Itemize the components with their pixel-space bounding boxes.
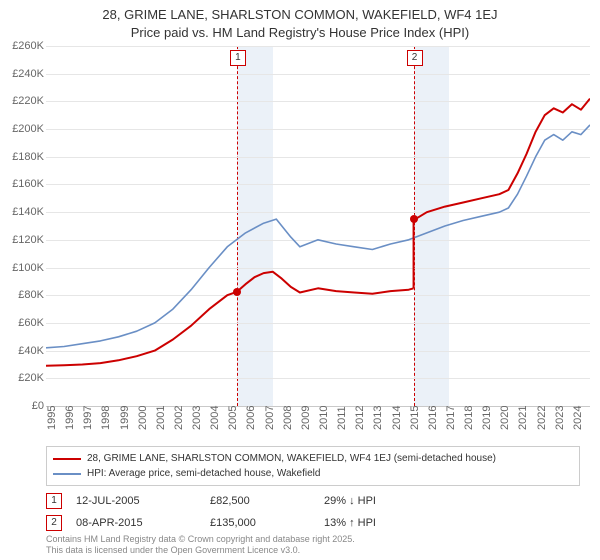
y-tick-label: £200K	[2, 123, 44, 135]
legend-item: HPI: Average price, semi-detached house,…	[53, 466, 573, 481]
title-line-2: Price paid vs. HM Land Registry's House …	[0, 24, 600, 42]
legend-swatch	[53, 458, 81, 460]
sale-row: 1 12-JUL-2005 £82,500 29% ↓ HPI	[46, 490, 580, 512]
footer-line-2: This data is licensed under the Open Gov…	[46, 545, 355, 556]
sale-marker-chart: 1	[230, 50, 246, 66]
sale-date: 08-APR-2015	[76, 517, 196, 529]
sale-point	[233, 288, 241, 296]
sale-marker: 1	[46, 493, 62, 509]
sale-marker: 2	[46, 515, 62, 531]
chart-title: 28, GRIME LANE, SHARLSTON COMMON, WAKEFI…	[0, 0, 600, 41]
footer: Contains HM Land Registry data © Crown c…	[46, 534, 355, 557]
sale-date: 12-JUL-2005	[76, 495, 196, 507]
title-line-1: 28, GRIME LANE, SHARLSTON COMMON, WAKEFI…	[0, 6, 600, 24]
y-tick-label: £140K	[2, 206, 44, 218]
y-tick-label: £180K	[2, 151, 44, 163]
sale-point	[410, 215, 418, 223]
sale-marker-chart: 2	[407, 50, 423, 66]
plot-area: 12	[46, 46, 590, 407]
footer-line-1: Contains HM Land Registry data © Crown c…	[46, 534, 355, 545]
y-tick-label: £160K	[2, 178, 44, 190]
chart-lines	[46, 46, 590, 406]
sale-price: £82,500	[210, 495, 310, 507]
sale-price: £135,000	[210, 517, 310, 529]
sale-row: 2 08-APR-2015 £135,000 13% ↑ HPI	[46, 512, 580, 534]
price-chart: 28, GRIME LANE, SHARLSTON COMMON, WAKEFI…	[0, 0, 600, 560]
y-tick-label: £260K	[2, 40, 44, 52]
y-tick-label: £240K	[2, 68, 44, 80]
y-tick-label: £60K	[2, 317, 44, 329]
legend-label: 28, GRIME LANE, SHARLSTON COMMON, WAKEFI…	[87, 451, 496, 466]
y-tick-label: £80K	[2, 289, 44, 301]
legend-swatch	[53, 473, 81, 475]
y-tick-label: £220K	[2, 95, 44, 107]
legend: 28, GRIME LANE, SHARLSTON COMMON, WAKEFI…	[46, 446, 580, 486]
sale-delta: 13% ↑ HPI	[324, 517, 376, 529]
legend-label: HPI: Average price, semi-detached house,…	[87, 466, 320, 481]
legend-item: 28, GRIME LANE, SHARLSTON COMMON, WAKEFI…	[53, 451, 573, 466]
sale-delta: 29% ↓ HPI	[324, 495, 376, 507]
y-tick-label: £40K	[2, 345, 44, 357]
sale-table: 1 12-JUL-2005 £82,500 29% ↓ HPI 2 08-APR…	[46, 490, 580, 534]
y-tick-label: £100K	[2, 262, 44, 274]
y-tick-label: £120K	[2, 234, 44, 246]
y-tick-label: £0	[2, 400, 44, 412]
y-tick-label: £20K	[2, 372, 44, 384]
